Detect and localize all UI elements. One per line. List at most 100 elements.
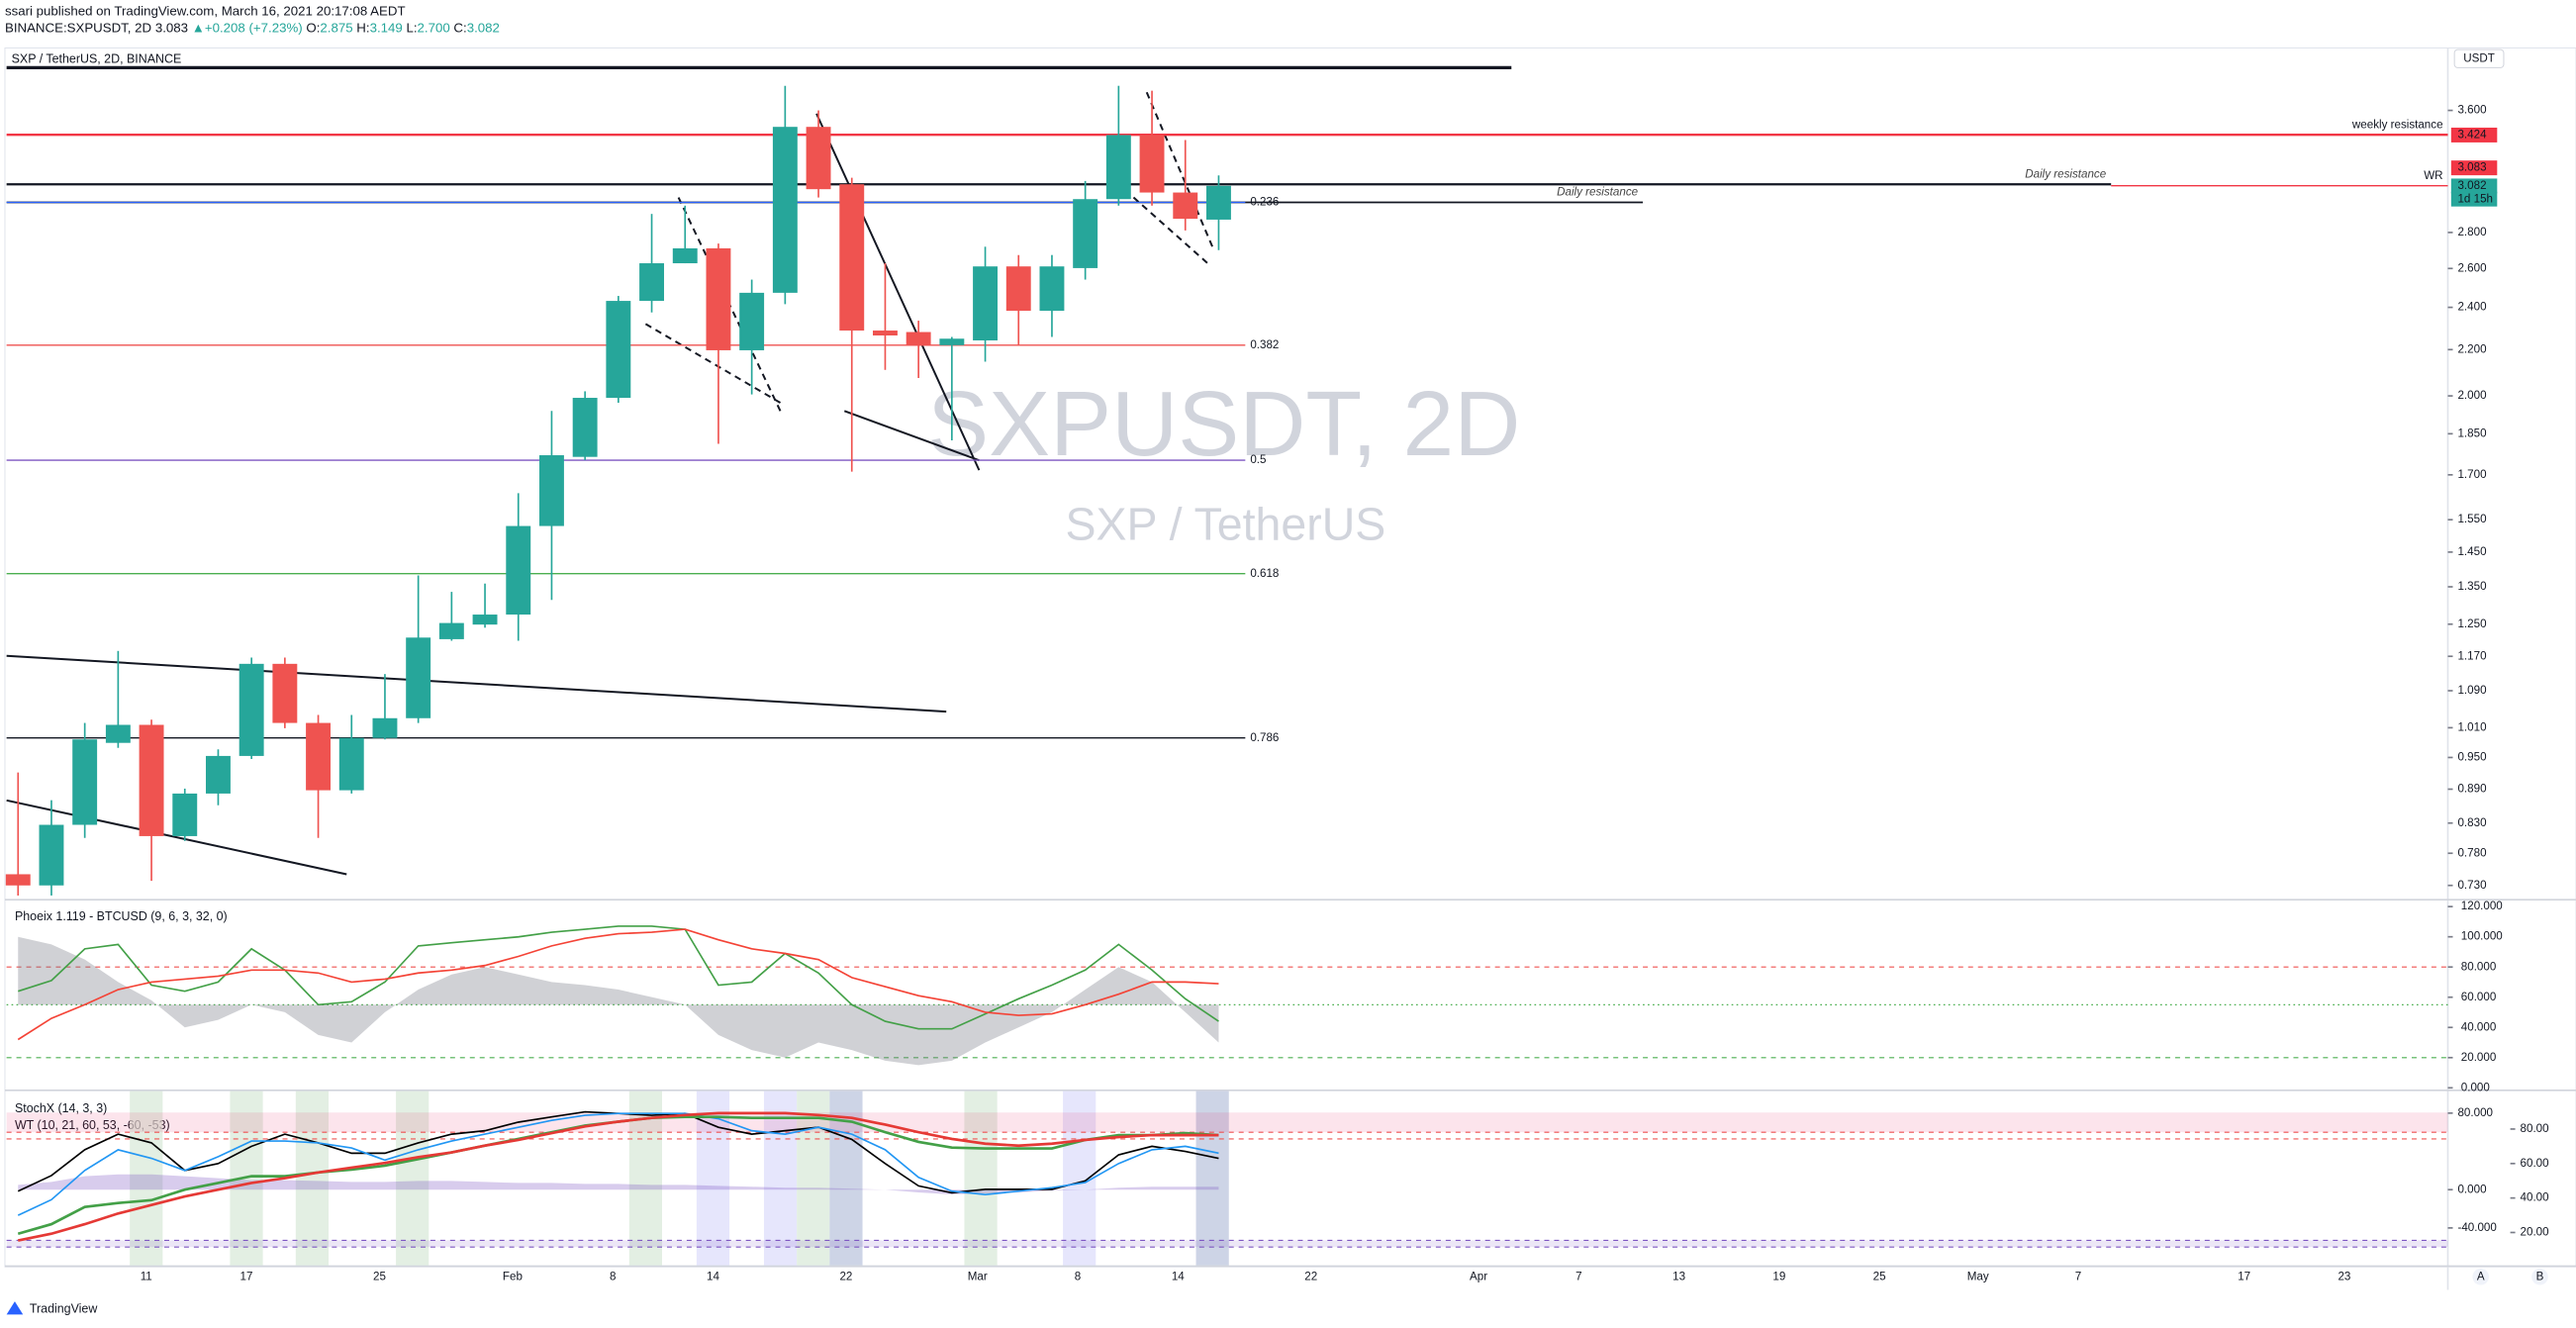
y-tick-label: 2.200	[2457, 342, 2486, 355]
l-label: L:	[406, 20, 417, 35]
series-line	[18, 925, 1219, 1030]
candle-body	[306, 722, 332, 791]
candle-body	[338, 737, 364, 791]
price-badge	[2450, 127, 2498, 142]
candle-body	[372, 717, 398, 738]
brand-logo	[6, 1301, 24, 1315]
watermark-title: SXPUSDT, 2D	[927, 372, 1520, 475]
x-tick-label: 17	[2238, 1270, 2250, 1282]
candle-body	[1039, 266, 1065, 312]
y-tick-label: 2.000	[2457, 389, 2486, 402]
price-badge-label: 3.083	[2457, 161, 2486, 174]
y-tick-label: 1.700	[2457, 468, 2486, 481]
candle-body	[206, 755, 231, 794]
x-tick-label: 8	[1075, 1270, 1081, 1282]
symbol: BINANCE:SXPUSDT, 2D	[5, 20, 151, 35]
c-label: C:	[453, 20, 466, 35]
x-tick-label: May	[1967, 1270, 1989, 1282]
candle-body	[1139, 135, 1165, 193]
level-label: Daily resistance	[2025, 167, 2106, 180]
signal-column	[396, 1091, 429, 1266]
y-tick-label: 1.550	[2457, 513, 2486, 525]
y-tick-label: 1.850	[2457, 427, 2486, 439]
y-tick-label: 80.000	[2457, 1106, 2493, 1119]
arrow: ▲	[192, 20, 205, 35]
y-tick-label: 60.000	[2461, 991, 2497, 1003]
level-label: weekly resistance	[2351, 118, 2443, 131]
series-line	[17, 928, 1219, 1041]
y2-tick-label: 80.00	[2521, 1122, 2549, 1135]
level-label: WR	[2424, 169, 2442, 182]
candle-body	[1173, 192, 1198, 220]
fib-label: 0.236	[1250, 196, 1279, 209]
y-tick-label: 1.170	[2457, 649, 2486, 662]
y2-tick-label: 40.00	[2521, 1191, 2549, 1204]
currency-button[interactable]	[2453, 48, 2505, 68]
candle-body	[906, 332, 931, 345]
axis-button[interactable]	[2472, 1268, 2490, 1285]
x-tick-label: 17	[240, 1270, 253, 1282]
y-tick-label: 120.000	[2461, 900, 2503, 912]
y-tick-label: 100.000	[2461, 930, 2503, 943]
fib-label: 0.618	[1250, 567, 1279, 580]
candle-body	[172, 793, 198, 836]
price-badge-label: 3.082	[2457, 179, 2486, 192]
fib-label: 0.5	[1250, 453, 1266, 466]
series-line	[17, 1112, 1219, 1216]
y-tick-label: 1.010	[2457, 720, 2486, 733]
x-tick-label: 11	[141, 1270, 152, 1282]
indicator-title: Phoeix 1.119 - BTCUSD (9, 6, 3, 32, 0)	[15, 909, 228, 923]
y-tick-label: 1.450	[2457, 545, 2486, 558]
symbol-line: BINANCE:SXPUSDT, 2D 3.083 ▲+0.208 (+7.23…	[5, 20, 500, 35]
axis-button-label[interactable]: B	[2536, 1270, 2544, 1282]
x-tick-label: Apr	[1470, 1270, 1487, 1282]
axis-button-label[interactable]: A	[2477, 1270, 2485, 1282]
price-badge-label: 3.424	[2457, 129, 2487, 142]
trend-line	[6, 799, 347, 876]
x-tick-label: 25	[1873, 1270, 1886, 1282]
x-tick-label: 23	[2337, 1270, 2350, 1282]
watermark: SXPUSDT, 2D SXP / TetherUS	[927, 372, 1520, 550]
trend-drawings	[6, 91, 1214, 876]
y-tick-label: 1.090	[2457, 684, 2486, 697]
trend-line	[6, 654, 947, 713]
candle-body	[239, 663, 264, 756]
signal-column	[130, 1091, 163, 1266]
y-tick-label: 2.400	[2457, 301, 2486, 314]
x-tick-label: 22	[1304, 1270, 1317, 1282]
signal-column	[1195, 1091, 1229, 1266]
axis-button[interactable]	[2531, 1268, 2548, 1285]
dashed-line	[644, 323, 782, 404]
y2-tick-label: 60.00	[2521, 1157, 2549, 1170]
x-tick-label: 13	[1672, 1270, 1685, 1282]
candle-body	[706, 247, 731, 350]
x-tick-label: 14	[1172, 1270, 1185, 1282]
indicator-title: StochX (14, 3, 3)	[15, 1101, 107, 1115]
candle-body	[438, 622, 464, 639]
currency-button-label[interactable]: USDT	[2463, 51, 2495, 64]
candle-body	[105, 724, 131, 743]
signal-column	[763, 1091, 798, 1266]
y-tick-label: 0.000	[2457, 1183, 2486, 1195]
candle-body	[806, 127, 831, 190]
candle-body	[839, 184, 865, 332]
y-tick-label: 0.890	[2457, 783, 2486, 796]
candle-body	[639, 263, 665, 302]
publish-info: ssari published on TradingView.com, Marc…	[5, 3, 406, 18]
y-tick-label: 20.000	[2461, 1051, 2497, 1064]
candle-body	[739, 292, 765, 350]
signal-column	[964, 1091, 998, 1266]
series-line	[17, 1111, 1219, 1242]
watermark-subtitle: SXP / TetherUS	[1066, 498, 1386, 549]
fib-label: 0.786	[1250, 731, 1279, 744]
chart-title: SXP / TetherUS, 2D, BINANCE	[12, 51, 182, 65]
y-tick-label: 1.350	[2457, 580, 2486, 593]
change: +0.208 (+7.23%)	[205, 20, 303, 35]
price-badge	[2450, 178, 2498, 194]
x-tick-label: Feb	[503, 1270, 523, 1282]
candle-body	[406, 637, 431, 718]
y-tick-label: 0.950	[2457, 751, 2486, 764]
overbought-band	[6, 1112, 2448, 1133]
o: 2.875	[320, 20, 352, 35]
